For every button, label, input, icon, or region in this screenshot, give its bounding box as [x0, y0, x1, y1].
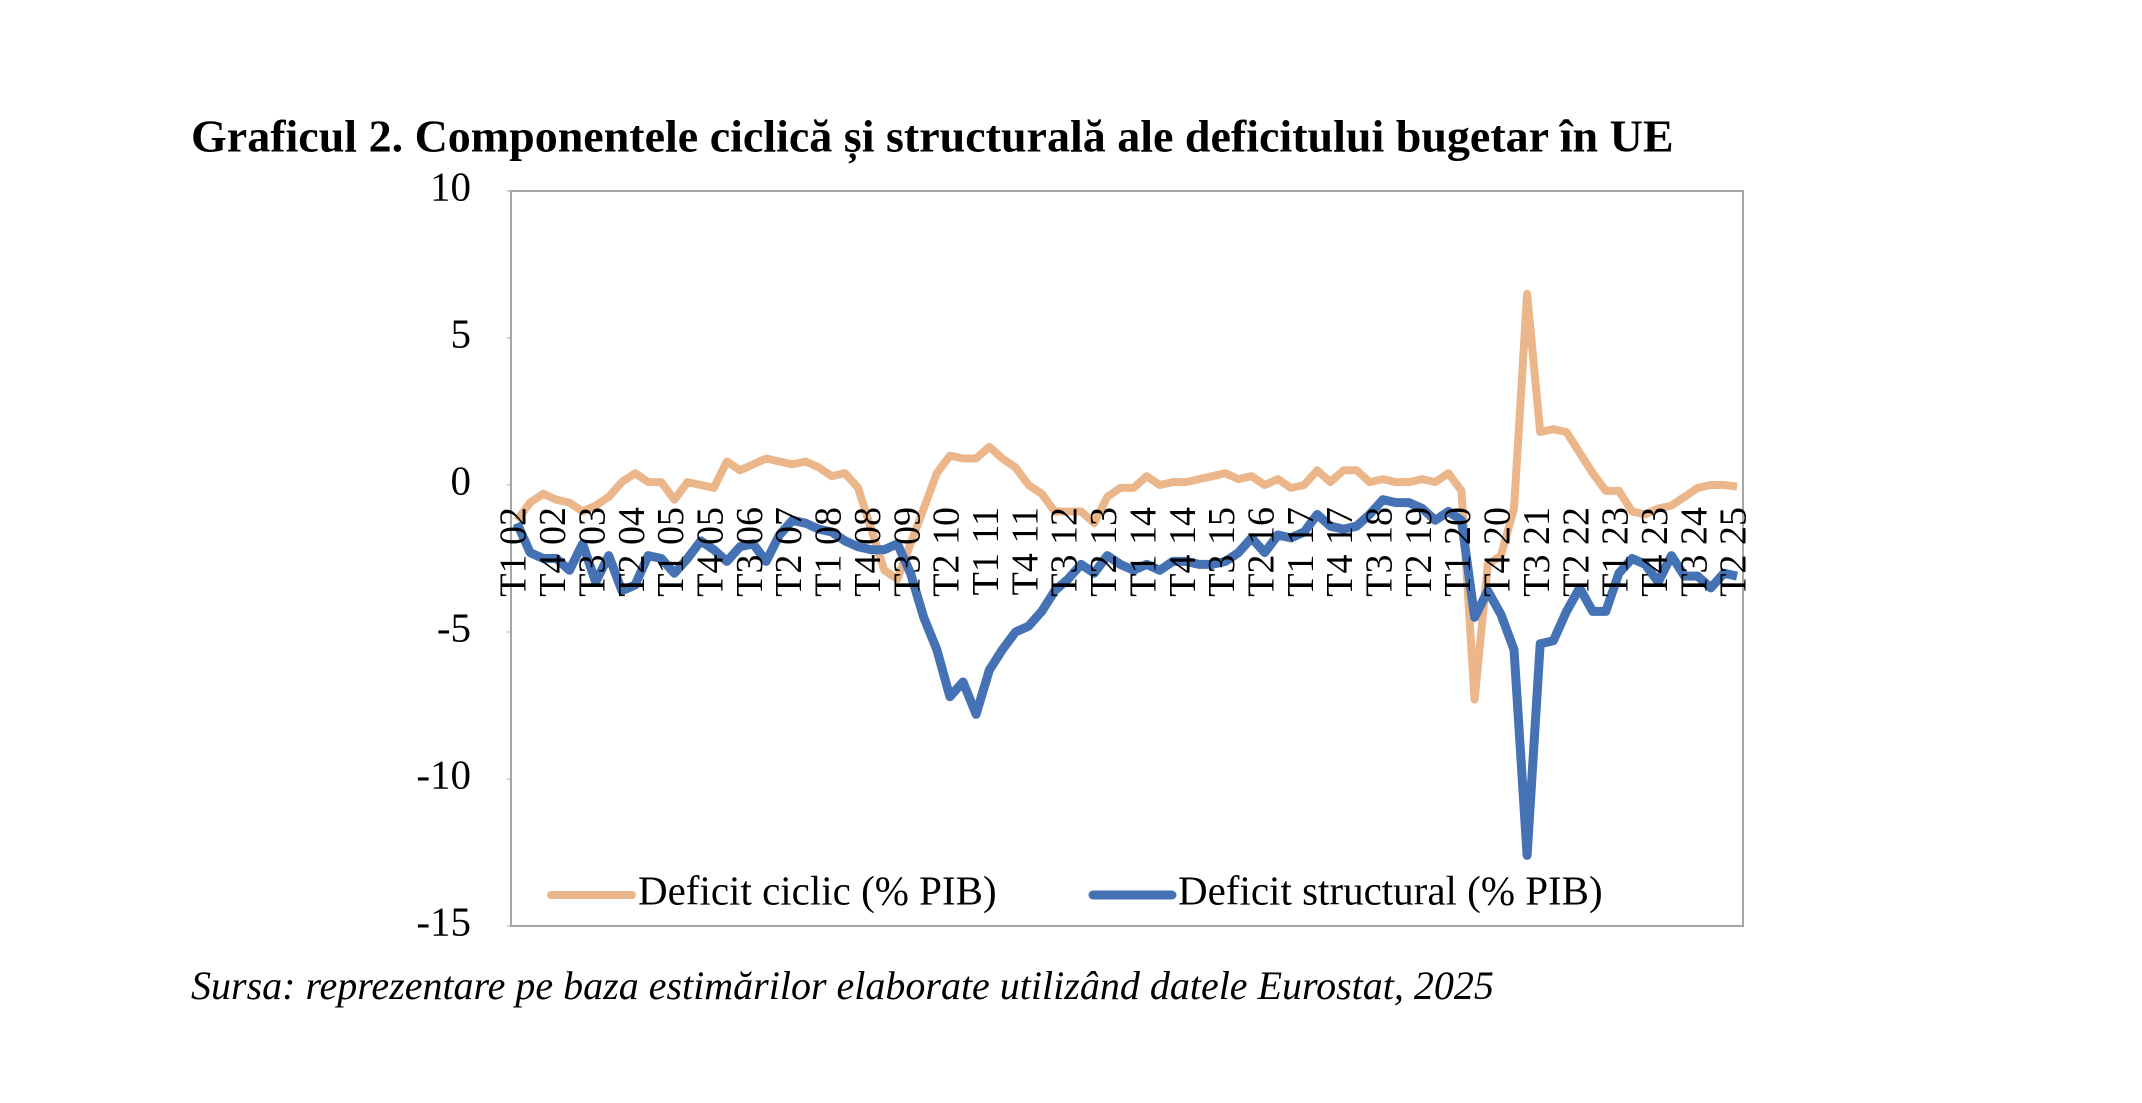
x-tick-label: T2 10 [926, 507, 968, 597]
x-tick-label: T1 08 [808, 507, 850, 597]
x-tick-label: T2 19 [1398, 507, 1440, 597]
x-tick-label: T2 22 [1555, 507, 1597, 597]
x-tick-label: T1 17 [1280, 507, 1322, 597]
x-tick-label: T2 04 [611, 507, 653, 597]
x-tick-label: T4 17 [1319, 507, 1361, 597]
legend-label: Deficit ciclic (% PIB) [638, 867, 997, 913]
x-tick-label: T4 23 [1634, 507, 1676, 597]
plot-frame [510, 190, 1744, 927]
x-tick-label: T4 14 [1162, 507, 1204, 597]
y-tick-label: -10 [416, 751, 471, 797]
x-tick-label: T2 16 [1240, 507, 1282, 597]
x-tick-label: T4 02 [532, 507, 574, 597]
x-tick-label: T3 21 [1516, 507, 1558, 597]
y-tick-label: 10 [430, 163, 471, 209]
x-tick-label: T1 02 [493, 507, 535, 597]
x-tick-label: T2 07 [768, 507, 810, 597]
x-tick-label: T2 25 [1713, 507, 1755, 597]
x-tick-label: T1 11 [965, 507, 1007, 595]
y-tick-label: 5 [451, 310, 472, 356]
x-tick-label: T4 05 [689, 507, 731, 597]
source-note: Sursa: reprezentare pe baza estimărilor … [191, 963, 1494, 1008]
x-tick-label: T3 03 [571, 507, 613, 597]
y-tick-label: -15 [416, 898, 471, 944]
data-line [512, 495, 1738, 860]
x-tick-label: T4 08 [847, 507, 889, 597]
data-line [513, 289, 1738, 704]
x-tick-label: T3 06 [729, 507, 771, 597]
x-tick-label: T4 11 [1004, 507, 1046, 595]
x-tick-label: T3 18 [1359, 507, 1401, 597]
x-tick-label: T3 15 [1201, 507, 1243, 597]
x-tick-label: T3 24 [1673, 507, 1715, 597]
y-tick-label: -5 [437, 604, 471, 650]
x-tick-label: T4 20 [1477, 507, 1519, 597]
x-tick-label: T1 14 [1122, 507, 1164, 597]
legend-label: Deficit structural (% PIB) [1178, 867, 1603, 913]
x-tick-label: T1 05 [650, 507, 692, 597]
x-tick-label: T3 09 [886, 507, 928, 597]
x-tick-label: T3 12 [1044, 507, 1086, 597]
y-tick-label: 0 [451, 457, 472, 503]
chart-title: Graficul 2. Componentele ciclică și stru… [191, 111, 1674, 164]
x-tick-label: T1 20 [1437, 507, 1479, 597]
x-tick-label: T1 23 [1595, 507, 1637, 597]
x-tick-label: T2 13 [1083, 507, 1125, 597]
